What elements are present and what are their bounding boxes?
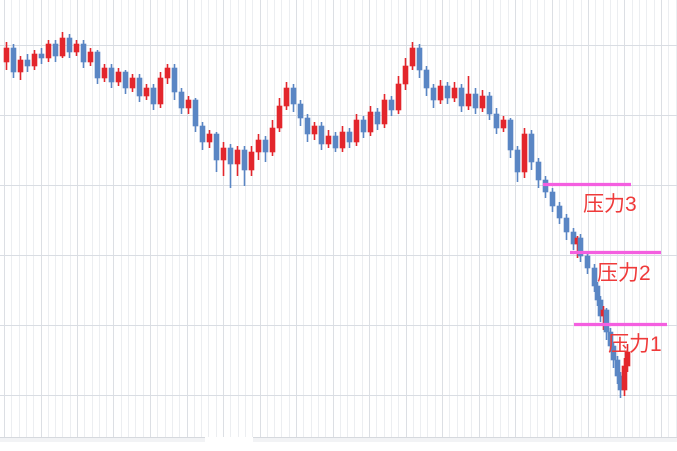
grid-horizontal: [0, 45, 677, 396]
resistance-label-3: 压力3: [583, 193, 637, 216]
resistance-label-2: 压力2: [597, 262, 651, 285]
resistance-label-1: 压力1: [608, 333, 662, 356]
axis-baseline: [0, 437, 677, 442]
resistance-lines: [543, 182, 667, 327]
candlestick-series: [3, 32, 631, 398]
grid-vertical-major: [4, 0, 662, 437]
